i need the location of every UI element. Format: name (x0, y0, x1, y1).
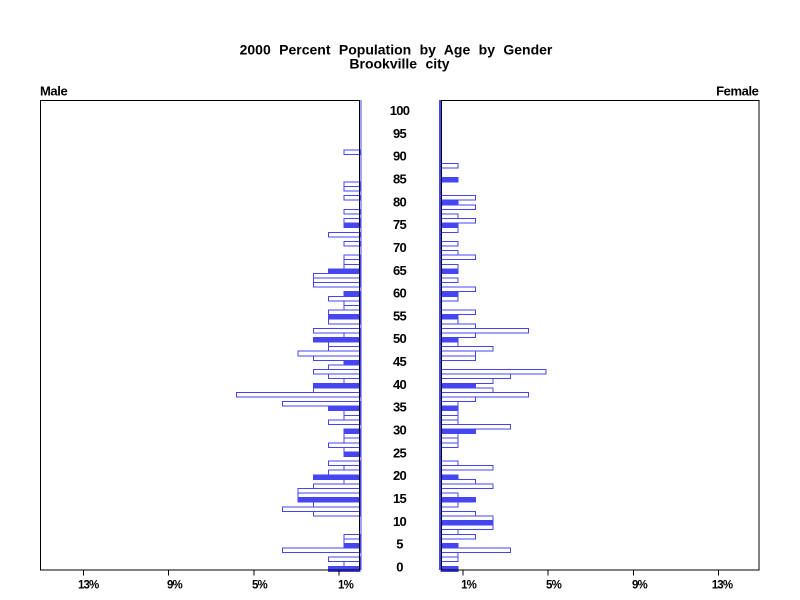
svg-text:Female: Female (716, 83, 759, 98)
svg-text:0: 0 (396, 560, 403, 575)
svg-text:2000 Percent Population by Age: 2000 Percent Population by Age by Gender (240, 41, 553, 57)
svg-text:60: 60 (393, 286, 407, 301)
svg-text:40: 40 (393, 377, 407, 392)
svg-text:1%: 1% (338, 580, 354, 592)
svg-text:Male: Male (40, 83, 67, 98)
svg-text:30: 30 (393, 423, 407, 438)
svg-text:5: 5 (396, 537, 403, 552)
svg-text:35: 35 (393, 400, 407, 415)
svg-text:80: 80 (393, 194, 407, 209)
svg-text:5%: 5% (546, 580, 562, 592)
svg-text:15: 15 (393, 491, 407, 506)
svg-text:100: 100 (390, 103, 410, 118)
svg-text:50: 50 (393, 331, 407, 346)
svg-text:90: 90 (393, 149, 407, 164)
svg-text:70: 70 (393, 240, 407, 255)
svg-text:45: 45 (393, 354, 407, 369)
svg-text:1%: 1% (461, 580, 477, 592)
svg-text:5%: 5% (252, 580, 268, 592)
svg-text:20: 20 (393, 468, 407, 483)
svg-text:Brookville city: Brookville city (349, 55, 449, 71)
svg-text:10: 10 (393, 514, 407, 529)
svg-text:9%: 9% (632, 580, 648, 592)
svg-text:95: 95 (393, 126, 407, 141)
svg-text:55: 55 (393, 308, 407, 323)
svg-text:85: 85 (393, 172, 407, 187)
svg-text:75: 75 (393, 217, 407, 232)
svg-text:13%: 13% (78, 580, 99, 592)
svg-text:25: 25 (393, 445, 407, 460)
svg-text:65: 65 (393, 263, 407, 278)
svg-text:9%: 9% (167, 580, 183, 592)
svg-text:13%: 13% (712, 580, 733, 592)
